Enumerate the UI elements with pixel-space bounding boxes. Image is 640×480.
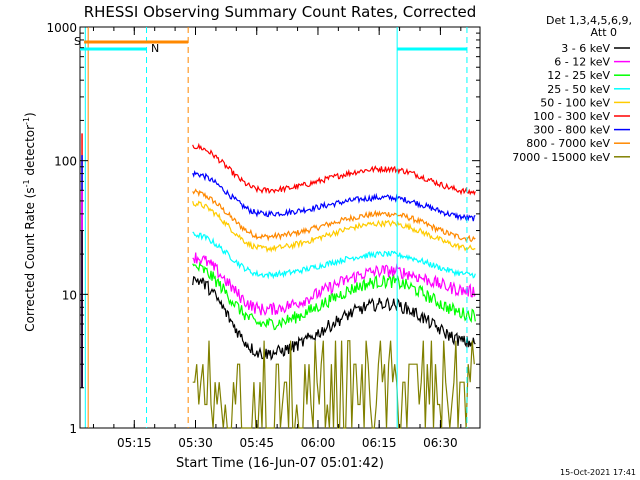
y-axis-label-main: Corrected Count Rate (s	[23, 187, 37, 331]
legend-header-line2: Att 0	[591, 26, 617, 39]
series-line-2	[192, 261, 476, 331]
plot-area: S N	[74, 26, 481, 429]
y-axis-label-sup1: -1	[22, 179, 31, 187]
legend-label-5: 100 - 300 keV	[533, 110, 610, 123]
y-tick-label-1: 10	[62, 288, 77, 302]
x-tick-label-1: 05:30	[178, 436, 213, 450]
x-tick-label-5: 06:30	[423, 436, 458, 450]
series-line-0	[192, 276, 476, 361]
x-tick-label-3: 06:00	[301, 436, 336, 450]
y-axis-label-end: )	[23, 112, 37, 117]
plot-frame	[79, 26, 481, 429]
legend-label-2: 12 - 25 keV	[547, 69, 610, 82]
series-line-8	[192, 340, 475, 429]
series-line-4	[192, 200, 476, 254]
y-axis-label: Corrected Count Rate (s-1 detector-1)	[22, 112, 37, 331]
legend-label-8: 7000 - 15000 keV	[512, 151, 610, 164]
y-tick-label-0: 1	[69, 422, 77, 436]
y-axis-label-sup2: -1	[22, 117, 31, 125]
legend-label-7: 800 - 7000 keV	[526, 137, 610, 150]
marker-layer	[84, 27, 468, 428]
night-flag-label: N	[151, 42, 159, 55]
footer-timestamp: 15-Oct-2021 17:41	[560, 468, 636, 477]
x-tick-label-4: 06:15	[362, 436, 397, 450]
y-axis-label-mid: detector	[23, 125, 37, 180]
x-axis-label: Start Time (16-Jun-07 05:01:42)	[176, 456, 384, 471]
x-tick-label-0: 05:15	[117, 436, 152, 450]
y-tick-label-2: 100	[54, 155, 77, 169]
series-line-3	[192, 231, 476, 280]
legend-label-1: 6 - 12 keV	[554, 56, 610, 69]
saa-flag-label: S	[74, 35, 81, 48]
series-layer	[81, 133, 476, 429]
flag-layer	[80, 40, 467, 51]
chart-title: RHESSI Observing Summary Count Rates, Co…	[84, 3, 477, 21]
series-line-5	[192, 142, 476, 196]
series-line-7	[192, 188, 476, 243]
legend-label-0: 3 - 6 keV	[561, 42, 610, 55]
legend-label-4: 50 - 100 keV	[540, 96, 610, 109]
series-line-1	[192, 252, 476, 317]
axis-layer: 05:15 05:30 05:45 06:00 06:15 06:30 1 10 100 1000	[46, 21, 480, 450]
legend-header-line1: Det 1,3,4,5,6,9,	[546, 14, 632, 27]
x-tick-label-2: 05:45	[239, 436, 274, 450]
series-line-6	[192, 170, 476, 222]
legend-label-3: 25 - 50 keV	[547, 83, 610, 96]
legend-label-6: 300 - 800 keV	[533, 124, 610, 137]
y-tick-label-3: 1000	[46, 21, 77, 35]
